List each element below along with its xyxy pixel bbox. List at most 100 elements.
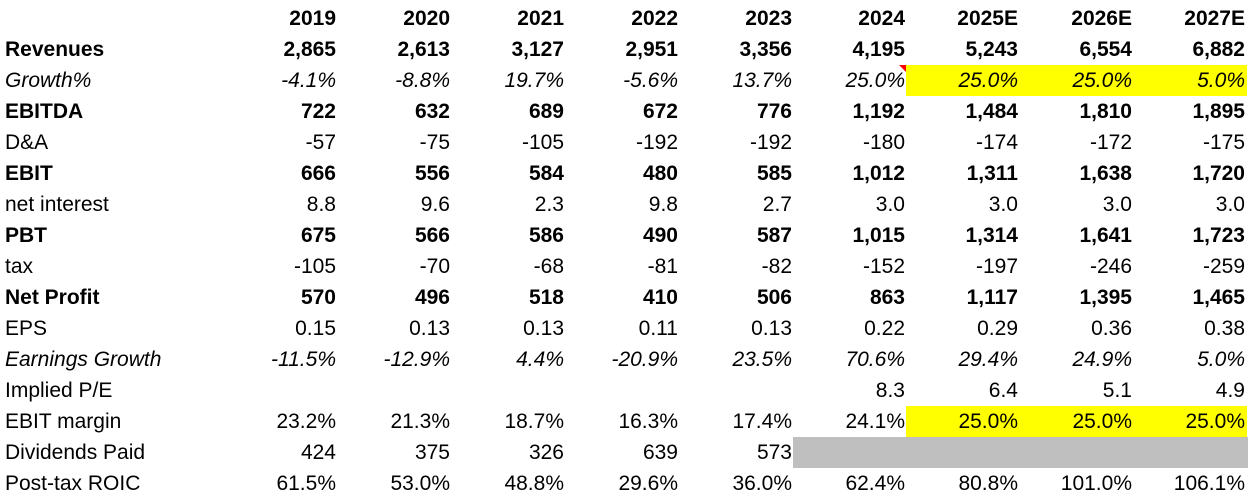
value-cell[interactable]: 1,465 (1192, 286, 1245, 309)
year-header-2020[interactable]: 2020 (403, 7, 450, 30)
value-cell[interactable]: 863 (869, 286, 905, 309)
value-cell[interactable]: -197 (975, 255, 1018, 278)
value-cell[interactable] (566, 375, 680, 406)
value-cell[interactable]: -246 (1089, 255, 1132, 278)
value-cell[interactable] (680, 375, 794, 406)
value-cell[interactable]: 639 (642, 441, 678, 464)
value-cell[interactable]: 25.0% (906, 65, 1020, 96)
value-cell[interactable]: 1,192 (852, 100, 905, 123)
value-cell[interactable]: 2.3 (534, 193, 564, 216)
value-cell[interactable]: 5.0% (1197, 348, 1245, 371)
value-cell[interactable]: 48.8% (504, 472, 564, 495)
row-label[interactable]: EBITDA (5, 100, 84, 123)
value-cell[interactable]: 0.15 (295, 317, 336, 340)
value-cell[interactable]: -175 (1202, 131, 1245, 154)
value-cell[interactable]: 9.6 (420, 193, 450, 216)
value-cell[interactable]: -152 (862, 255, 905, 278)
value-cell[interactable]: 518 (528, 286, 564, 309)
value-cell[interactable]: 632 (414, 100, 450, 123)
value-cell[interactable]: -82 (761, 255, 792, 278)
value-cell[interactable]: -12.9% (383, 348, 450, 371)
value-cell[interactable]: -57 (305, 131, 336, 154)
value-cell[interactable]: 2,613 (397, 38, 450, 61)
value-cell[interactable]: 9.8 (648, 193, 678, 216)
value-cell[interactable]: 3.0 (1215, 193, 1245, 216)
year-header-2021[interactable]: 2021 (517, 7, 564, 30)
value-cell[interactable]: 326 (528, 441, 564, 464)
value-cell[interactable]: -172 (1089, 131, 1132, 154)
value-cell[interactable]: 490 (642, 224, 678, 247)
value-cell[interactable]: 3.0 (875, 193, 905, 216)
row-label[interactable]: EPS (5, 317, 48, 340)
row-label[interactable]: net interest (5, 193, 109, 216)
value-cell[interactable]: 0.38 (1204, 317, 1245, 340)
value-cell[interactable]: 1,484 (965, 100, 1018, 123)
value-cell[interactable]: 587 (756, 224, 792, 247)
year-header-2024[interactable]: 2024 (858, 7, 905, 30)
value-cell[interactable]: 53.0% (390, 472, 450, 495)
value-cell[interactable]: 5.0% (1133, 65, 1247, 96)
value-cell[interactable]: 375 (414, 441, 450, 464)
row-label[interactable]: PBT (5, 224, 47, 247)
value-cell[interactable]: 584 (528, 162, 564, 185)
value-cell[interactable]: 25.0% (1133, 406, 1247, 437)
value-cell[interactable]: 506 (756, 286, 792, 309)
value-cell[interactable]: 62.4% (845, 472, 905, 495)
value-cell[interactable]: 675 (300, 224, 336, 247)
year-header-2019[interactable]: 2019 (289, 7, 336, 30)
value-cell[interactable]: 70.6% (845, 348, 905, 371)
value-cell[interactable]: 6,882 (1192, 38, 1245, 61)
value-cell[interactable] (1133, 437, 1248, 468)
value-cell[interactable]: 25.0% (1019, 406, 1134, 437)
value-cell[interactable] (338, 375, 452, 406)
value-cell[interactable]: 0.11 (638, 317, 678, 340)
value-cell[interactable]: 672 (642, 100, 678, 123)
value-cell[interactable]: 0.13 (523, 317, 564, 340)
value-cell[interactable]: -5.6% (623, 69, 678, 92)
value-cell[interactable]: 4,195 (852, 38, 905, 61)
comment-indicator-icon[interactable] (899, 65, 907, 73)
value-cell[interactable]: 410 (642, 286, 678, 309)
value-cell[interactable]: -174 (975, 131, 1018, 154)
value-cell[interactable]: 8.3 (875, 379, 905, 402)
row-label[interactable]: EBIT margin (5, 410, 122, 433)
value-cell[interactable]: 424 (300, 441, 336, 464)
value-cell[interactable] (906, 437, 1021, 468)
value-cell[interactable]: 6,554 (1079, 38, 1132, 61)
value-cell[interactable]: 573 (756, 441, 792, 464)
value-cell[interactable]: -105 (293, 255, 336, 278)
value-cell[interactable]: 25.0% (906, 406, 1020, 437)
value-cell[interactable]: 17.4% (732, 410, 792, 433)
value-cell[interactable]: -75 (419, 131, 450, 154)
value-cell[interactable]: 566 (414, 224, 450, 247)
value-cell[interactable]: 5.1 (1102, 379, 1132, 402)
value-cell[interactable] (452, 375, 566, 406)
value-cell[interactable]: 101.0% (1060, 472, 1132, 495)
value-cell[interactable]: 80.8% (958, 472, 1018, 495)
value-cell[interactable]: 23.2% (276, 410, 336, 433)
value-cell[interactable]: 1,641 (1079, 224, 1132, 247)
value-cell[interactable]: 61.5% (276, 472, 336, 495)
value-cell[interactable]: 4.4% (516, 348, 564, 371)
value-cell[interactable]: 18.7% (504, 410, 564, 433)
value-cell[interactable]: 2,865 (283, 38, 336, 61)
value-cell[interactable]: 556 (414, 162, 450, 185)
value-cell[interactable] (793, 437, 908, 468)
value-cell[interactable]: 24.9% (1072, 348, 1132, 371)
value-cell[interactable]: 0.36 (1091, 317, 1132, 340)
value-cell[interactable]: 0.29 (977, 317, 1018, 340)
value-cell[interactable]: 496 (414, 286, 450, 309)
value-cell[interactable]: -68 (533, 255, 564, 278)
value-cell[interactable]: -81 (647, 255, 678, 278)
value-cell[interactable]: 666 (300, 162, 336, 185)
value-cell[interactable]: 25.0% (1019, 65, 1134, 96)
row-label[interactable]: Earnings Growth (5, 348, 162, 371)
value-cell[interactable]: -8.8% (395, 69, 450, 92)
value-cell[interactable] (1019, 437, 1135, 468)
value-cell[interactable]: 689 (528, 100, 564, 123)
value-cell[interactable]: -20.9% (611, 348, 678, 371)
value-cell[interactable]: 1,895 (1192, 100, 1245, 123)
value-cell[interactable]: 24.1% (845, 410, 905, 433)
row-label[interactable]: D&A (5, 131, 49, 154)
value-cell[interactable]: 5,243 (965, 38, 1018, 61)
